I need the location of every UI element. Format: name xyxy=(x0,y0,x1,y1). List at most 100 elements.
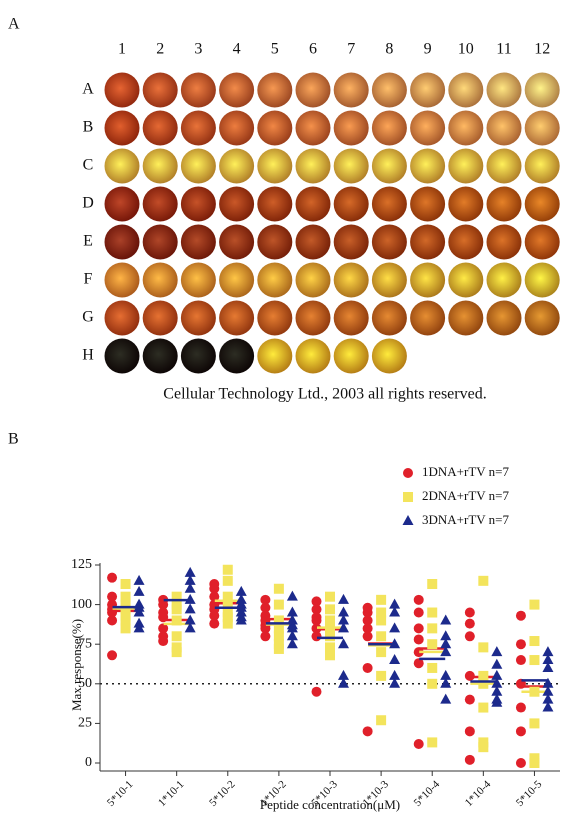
point xyxy=(491,658,503,669)
well xyxy=(142,110,178,146)
point xyxy=(413,594,424,605)
column-label: 9 xyxy=(424,41,432,58)
well xyxy=(524,72,560,108)
point xyxy=(325,642,335,653)
point xyxy=(529,636,540,647)
point xyxy=(389,638,401,649)
well xyxy=(486,186,522,222)
point xyxy=(338,669,349,680)
well xyxy=(295,338,331,374)
point xyxy=(107,591,118,602)
well xyxy=(486,224,522,260)
well xyxy=(257,300,293,336)
well xyxy=(524,110,560,146)
well xyxy=(142,148,178,184)
point xyxy=(273,643,284,654)
point xyxy=(338,593,349,604)
well xyxy=(410,300,446,336)
point xyxy=(273,615,284,626)
point xyxy=(389,622,401,633)
well xyxy=(486,262,522,298)
point xyxy=(133,585,145,596)
well xyxy=(219,186,255,222)
well xyxy=(371,110,407,146)
column-label: 6 xyxy=(309,41,317,58)
well xyxy=(295,262,331,298)
point xyxy=(311,686,322,697)
y-tick-label: 0 xyxy=(85,755,92,770)
point xyxy=(529,758,540,768)
well xyxy=(257,186,293,222)
well xyxy=(142,338,178,374)
well xyxy=(448,300,484,336)
well xyxy=(448,148,484,184)
legend-label: 2DNA+rTV n=7 xyxy=(422,488,510,503)
point xyxy=(427,579,438,590)
column-label: 1 xyxy=(118,41,126,58)
point xyxy=(478,702,489,713)
point xyxy=(440,614,452,625)
well xyxy=(524,300,560,336)
well xyxy=(333,148,369,184)
point xyxy=(184,574,196,585)
well xyxy=(219,300,255,336)
point xyxy=(464,631,475,642)
well xyxy=(219,224,255,260)
well xyxy=(180,148,216,184)
well xyxy=(180,110,216,146)
point xyxy=(235,614,247,625)
point xyxy=(273,599,284,610)
point xyxy=(311,631,322,642)
point xyxy=(222,612,233,623)
well xyxy=(295,300,331,336)
point xyxy=(325,650,335,661)
point xyxy=(286,590,298,601)
point xyxy=(338,606,349,617)
point xyxy=(403,492,413,502)
point xyxy=(286,606,298,617)
point xyxy=(184,622,196,633)
well xyxy=(180,300,216,336)
point xyxy=(389,654,401,665)
well xyxy=(104,300,140,336)
point xyxy=(478,575,489,586)
point xyxy=(338,614,349,625)
point xyxy=(273,583,284,594)
point xyxy=(542,646,554,657)
y-tick-label: 100 xyxy=(71,597,92,612)
point xyxy=(362,631,373,642)
well xyxy=(180,186,216,222)
well xyxy=(219,338,255,374)
well xyxy=(180,72,216,108)
point xyxy=(325,604,335,615)
column-label: 5 xyxy=(271,41,279,58)
point xyxy=(491,685,503,696)
x-tick-label: 1*10-4 xyxy=(463,778,494,809)
well xyxy=(295,148,331,184)
point xyxy=(120,579,131,590)
point xyxy=(376,631,387,642)
point xyxy=(413,623,424,634)
column-label: 8 xyxy=(385,41,393,58)
point xyxy=(107,572,118,583)
well xyxy=(448,110,484,146)
well xyxy=(142,186,178,222)
x-tick-label: 5*10-4 xyxy=(412,778,443,809)
well xyxy=(257,338,293,374)
row-label: G xyxy=(82,309,94,326)
point xyxy=(311,604,322,615)
point xyxy=(158,599,169,610)
point xyxy=(403,468,413,478)
point xyxy=(515,726,526,737)
point xyxy=(260,602,271,613)
point xyxy=(427,607,438,618)
well xyxy=(371,224,407,260)
column-label: 10 xyxy=(458,41,474,58)
point xyxy=(184,593,196,604)
point xyxy=(222,575,233,586)
row-label: H xyxy=(82,347,94,364)
point xyxy=(325,631,335,642)
well xyxy=(371,186,407,222)
column-label: 7 xyxy=(347,41,355,58)
well xyxy=(295,224,331,260)
